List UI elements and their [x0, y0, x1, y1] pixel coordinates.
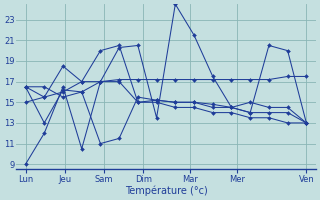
X-axis label: Température (°c): Température (°c): [124, 185, 207, 196]
